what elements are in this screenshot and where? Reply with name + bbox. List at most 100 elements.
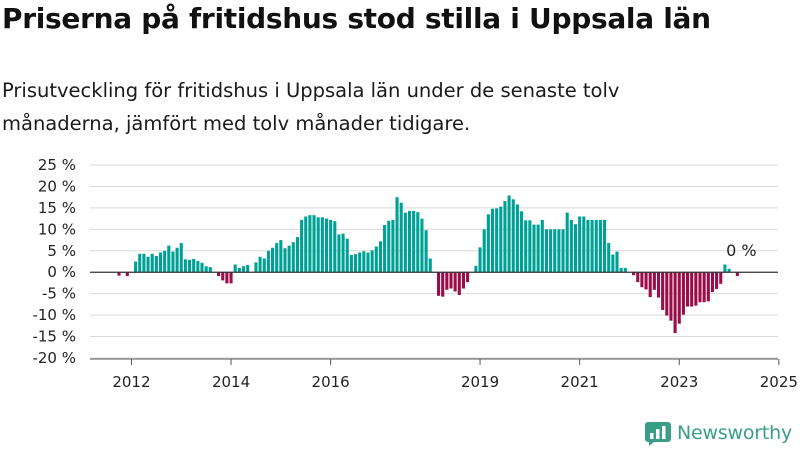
bar [702,272,706,303]
bar [266,250,270,273]
bar [690,272,694,307]
bar [636,272,640,283]
bar [366,252,370,273]
y-tick-label: 20 % [38,177,76,195]
bar [632,272,636,276]
bar [441,272,445,297]
newsworthy-logo-text: Newsworthy [677,422,793,444]
bar [694,272,698,306]
bar [300,219,304,273]
bar [358,252,362,273]
y-tick-label: -15 % [32,328,76,346]
bar [183,259,187,273]
bar [569,219,573,273]
bar [204,266,208,273]
bar [208,267,212,273]
bar [706,272,710,302]
bar [395,197,399,273]
bar [279,240,283,273]
bar [445,272,449,290]
bar [345,238,349,273]
bar [304,216,308,273]
bar [412,210,416,273]
bar [383,225,387,273]
bar [283,248,287,273]
bar [329,219,333,273]
y-tick-label: -10 % [32,306,76,324]
y-tick-label: 25 % [38,156,76,174]
x-tick-label: 2023 [660,373,698,391]
y-tick-label: -5 % [42,285,76,303]
x-axis: 2012 2014 2016 2019 2021 2023 2025 [90,358,798,391]
bar [449,272,453,289]
y-axis-ticks: 25 % 20 % 15 % 10 % 5 % 0 % -5 % -10 % -15 % -20 … [32,156,76,367]
bar [262,258,266,273]
bar [354,254,358,273]
bar [461,272,465,289]
bar [665,272,669,316]
bar [117,272,121,276]
bar [544,229,548,273]
bar [374,246,378,273]
bar [295,237,299,273]
bar [640,272,644,288]
bar [138,253,142,273]
chart-title: Priserna på fritidshus stod stilla i Upp… [2,2,711,35]
bar [582,216,586,273]
bar [715,272,719,289]
bars [117,195,739,334]
bar [619,267,623,273]
bar [399,202,403,273]
bar [387,220,391,273]
bar [320,217,324,273]
bar [495,208,499,273]
bar [146,256,150,273]
bar [453,272,457,292]
bar [490,208,495,273]
bar [661,272,665,310]
bar [225,272,229,284]
bar [142,253,146,273]
bar [125,272,129,277]
bar [474,265,478,273]
bar [233,264,237,273]
bar [520,211,524,273]
bar [457,272,461,295]
bar [192,258,196,273]
bar [188,259,192,273]
latest-value-label: 0 % [726,241,756,260]
x-tick-label: 2016 [312,373,350,391]
bar [686,272,690,307]
bar [478,247,482,273]
bar [528,220,532,273]
bar [154,255,158,273]
y-tick-label: -20 % [32,349,76,367]
bar [578,216,582,273]
bar [271,247,275,273]
y-tick-label: 15 % [38,199,76,217]
bar [573,224,578,273]
bar [598,219,602,273]
bar [723,264,727,273]
bar [316,217,320,273]
bar [241,266,246,273]
bar [308,215,312,273]
x-tick-label: 2012 [112,373,150,391]
bar [196,261,200,273]
bar [167,245,171,273]
bar [673,272,677,334]
bar [158,252,163,273]
bar [254,262,258,273]
bar [719,272,723,284]
bar [175,247,179,273]
bar [611,254,615,273]
bar [532,224,536,273]
bar [648,272,652,298]
bar [603,219,607,273]
bar [246,264,250,273]
chart-subtitle: Prisutveckling för fritidshus i Uppsala … [2,79,620,135]
bar [698,272,702,303]
bar [515,204,519,273]
bar [287,245,291,273]
bar [549,229,553,273]
